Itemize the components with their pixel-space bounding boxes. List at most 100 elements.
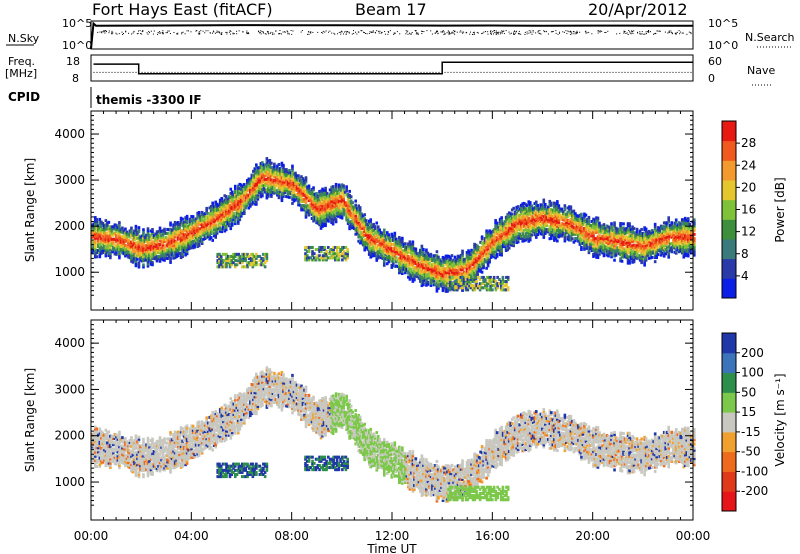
power-cell xyxy=(239,200,243,204)
power-cell xyxy=(322,211,326,215)
nsearch-point xyxy=(647,31,649,33)
power-cell xyxy=(413,276,416,280)
power-cell xyxy=(414,257,418,261)
power-cell xyxy=(318,200,321,204)
power-cell xyxy=(239,208,243,212)
power-cell xyxy=(370,235,374,239)
power-cell xyxy=(530,204,534,208)
power-cell xyxy=(307,196,311,200)
power-cell xyxy=(238,218,242,222)
power-cell xyxy=(419,273,422,277)
power-cell xyxy=(401,255,404,259)
power-cell xyxy=(343,201,347,205)
power-cell xyxy=(259,168,263,172)
power-cell xyxy=(276,191,279,195)
power-cell xyxy=(229,216,233,220)
power-cell xyxy=(312,188,315,192)
power-cell xyxy=(173,252,177,256)
power-cell xyxy=(249,177,252,181)
power-cell xyxy=(194,221,198,225)
power-cell xyxy=(109,227,112,231)
power-cell xyxy=(97,230,100,234)
power-cell xyxy=(235,196,239,200)
power-cell xyxy=(414,268,418,272)
power-cell xyxy=(109,237,112,241)
power-cell xyxy=(97,242,100,246)
power-cell xyxy=(244,195,248,199)
power-cell xyxy=(118,256,121,260)
power-cell xyxy=(301,193,305,197)
power-cell xyxy=(264,173,267,177)
power-cell xyxy=(115,244,118,248)
power-cell xyxy=(202,227,205,231)
power-cell xyxy=(179,229,183,233)
nsearch-point xyxy=(616,33,618,35)
nsearch-point xyxy=(565,30,567,32)
power-cell xyxy=(161,245,165,249)
power-cell xyxy=(367,246,371,250)
power-cell xyxy=(255,194,258,198)
power-cell xyxy=(345,210,348,214)
power-cell xyxy=(103,240,106,244)
power-cell xyxy=(395,264,398,268)
power-cell xyxy=(372,233,376,237)
power-cell xyxy=(259,191,263,195)
power-cell xyxy=(97,236,100,240)
power-cell xyxy=(202,214,205,218)
nsearch-point xyxy=(552,30,554,32)
power-cell xyxy=(348,204,351,208)
power-cell xyxy=(196,228,199,232)
nsearch-point xyxy=(668,30,670,32)
power-cell xyxy=(294,175,297,179)
power-cell xyxy=(190,219,193,223)
nsearch-point xyxy=(279,33,281,35)
power-cell xyxy=(227,209,231,213)
power-cell xyxy=(387,235,391,239)
power-cell xyxy=(385,235,389,239)
power-cell xyxy=(155,249,159,253)
nsearch-point xyxy=(530,30,532,32)
power-cell xyxy=(342,186,345,190)
power-cell xyxy=(194,223,198,227)
power-cell xyxy=(381,256,385,260)
power-cell xyxy=(178,226,181,230)
power-cell xyxy=(98,234,102,238)
power-cell xyxy=(121,226,124,230)
power-cell xyxy=(124,237,127,241)
power-cell xyxy=(360,235,363,239)
power-cell xyxy=(247,181,251,185)
power-cell xyxy=(325,218,329,222)
power-cell xyxy=(405,252,409,256)
power-cell xyxy=(167,255,171,259)
power-cell xyxy=(215,219,219,223)
power-cell xyxy=(358,235,362,239)
power-cell xyxy=(100,233,103,237)
power-cell xyxy=(175,240,178,244)
power-cell xyxy=(143,250,147,254)
power-cell xyxy=(360,239,363,243)
power-cell xyxy=(364,233,368,237)
power-cell xyxy=(211,218,214,222)
power-cell xyxy=(309,194,312,198)
power-cell xyxy=(327,194,330,198)
power-cell xyxy=(109,233,112,237)
power-cell xyxy=(157,242,160,246)
power-cell xyxy=(319,210,323,214)
power-cell xyxy=(209,217,213,221)
power-cell xyxy=(310,187,314,191)
power-cell xyxy=(292,180,296,184)
nsearch-point xyxy=(572,31,574,33)
power-cell xyxy=(226,222,230,226)
power-cell xyxy=(303,198,306,202)
power-cell xyxy=(270,174,273,178)
power-cell xyxy=(178,241,181,245)
nsearch-point xyxy=(396,31,398,33)
power-cell xyxy=(211,203,214,207)
power-cell xyxy=(232,201,236,205)
power-cell xyxy=(181,248,184,252)
power-cell xyxy=(325,216,329,220)
power-cell xyxy=(244,200,248,204)
nsearch-point xyxy=(105,30,107,32)
power-cell xyxy=(280,196,284,200)
power-cell xyxy=(375,250,379,254)
